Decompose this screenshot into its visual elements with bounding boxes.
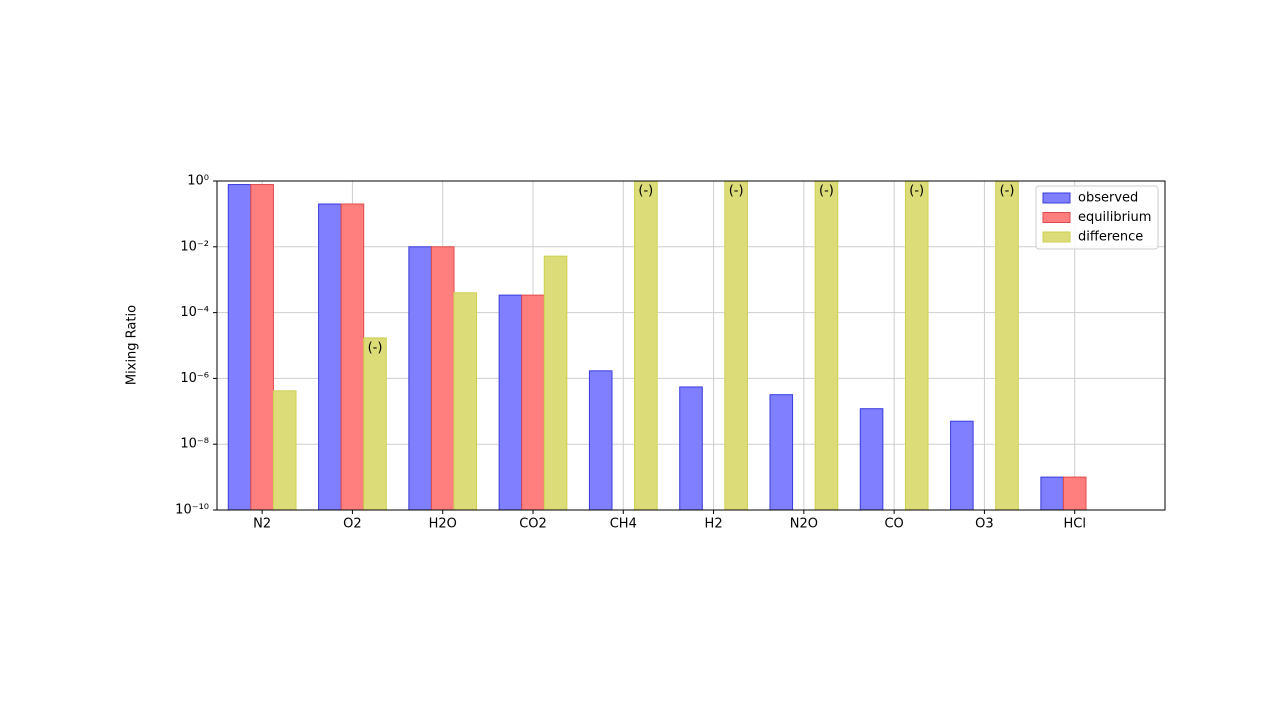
x-tick-label: N2O [790, 517, 818, 532]
bar [340, 203, 365, 511]
x-tick-label: N2 [253, 517, 271, 532]
bar [272, 390, 297, 511]
bar [363, 337, 387, 511]
bar [227, 184, 252, 511]
bar [543, 255, 568, 511]
bar-annotation: (-) [909, 184, 924, 199]
bar-annotation: (-) [638, 184, 653, 199]
bar-annotation: (-) [1000, 184, 1015, 199]
x-tick-label: H2O [429, 517, 457, 532]
y-tick-label: 10⁻² [180, 239, 209, 254]
bar [250, 184, 274, 511]
bar [1040, 476, 1064, 511]
bar [814, 180, 839, 511]
bar [904, 180, 929, 511]
y-tick-label: 10⁰ [187, 174, 209, 189]
y-tick-label: 10⁻¹⁰ [175, 503, 209, 518]
bar [634, 180, 658, 511]
legend-label: observed [1078, 191, 1138, 206]
x-tick-label: CO2 [519, 517, 547, 532]
bar [498, 294, 523, 511]
bar [1062, 476, 1087, 511]
bar [769, 394, 794, 511]
bar [724, 180, 748, 511]
x-tick-label: O3 [975, 517, 994, 532]
bar [995, 180, 1019, 511]
legend-swatch [1042, 192, 1071, 204]
bar [950, 420, 974, 511]
y-tick-label: 10⁻⁴ [180, 305, 209, 320]
x-tick-label: CO [884, 517, 903, 532]
bar-annotation: (-) [819, 184, 834, 199]
bar [453, 292, 478, 511]
bar [588, 370, 613, 511]
legend-swatch [1042, 212, 1071, 223]
bar-annotation: (-) [368, 340, 383, 355]
x-tick-label: H2 [705, 517, 723, 532]
legend-label: difference [1078, 230, 1143, 245]
legend-swatch [1042, 231, 1071, 243]
bar [859, 408, 884, 511]
legend-label: equilibrium [1078, 210, 1151, 225]
bar [521, 294, 545, 511]
bar [679, 386, 703, 511]
x-tick-label: HCl [1063, 517, 1085, 532]
bar-annotation: (-) [729, 184, 744, 199]
y-tick-label: 10⁻⁸ [180, 437, 209, 452]
x-tick-label: CH4 [610, 517, 637, 532]
y-axis-label: Mixing Ratio [125, 305, 140, 385]
bar [430, 246, 455, 511]
plot-frame [216, 180, 1166, 511]
bar [408, 246, 432, 511]
y-tick-label: 10⁻⁶ [180, 371, 209, 386]
bar [318, 203, 342, 511]
x-tick-label: O2 [343, 517, 362, 532]
